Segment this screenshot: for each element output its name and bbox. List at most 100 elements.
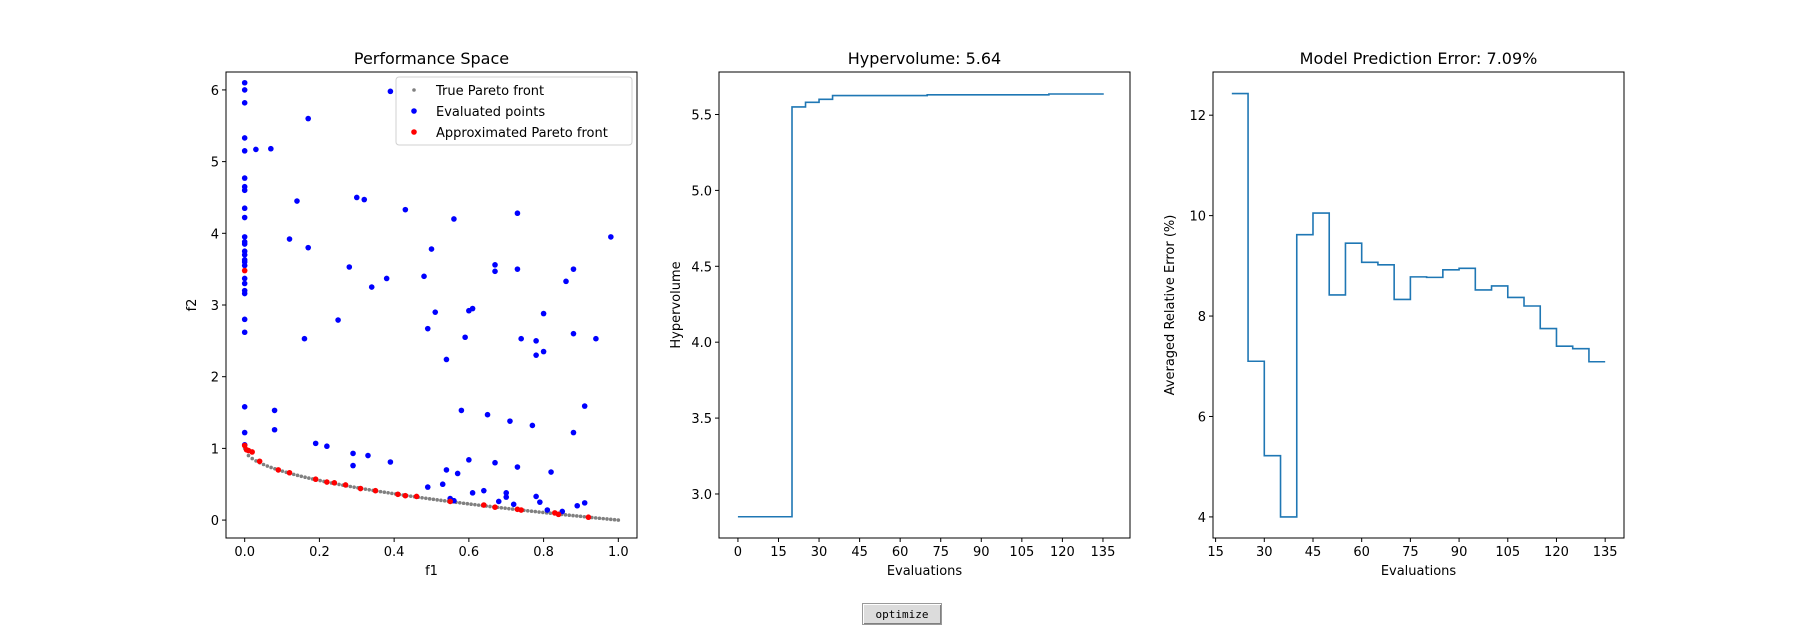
- evaluated-point: [466, 457, 472, 463]
- model_error-title: Model Prediction Error: 7.09%: [1300, 49, 1538, 68]
- performance-xtick-label: 0.8: [533, 545, 554, 560]
- true-pareto-point: [280, 469, 285, 473]
- evaluated-point: [241, 252, 248, 258]
- legend-marker: [411, 129, 417, 135]
- true-pareto-point: [541, 510, 545, 515]
- approx-pareto-point: [249, 449, 255, 455]
- evaluated-point: [241, 404, 248, 410]
- evaluated-point: [294, 198, 300, 204]
- optimize-button[interactable]: optimize: [862, 603, 942, 625]
- true-pareto-point: [269, 465, 273, 470]
- approx-pareto-point: [342, 482, 349, 488]
- true-pareto-point: [608, 517, 613, 522]
- performance-title: Performance Space: [354, 49, 509, 68]
- evaluated-point: [518, 335, 524, 342]
- true-pareto-point: [612, 517, 617, 522]
- hypervolume-xtick-label: 45: [851, 545, 868, 560]
- evaluated-point: [241, 205, 248, 212]
- evaluated-point: [581, 403, 588, 409]
- true-pareto-point: [473, 502, 477, 507]
- evaluated-point: [324, 443, 330, 450]
- true-pareto-point: [390, 491, 394, 496]
- true-pareto-point: [435, 498, 439, 502]
- evaluated-point: [268, 145, 274, 152]
- evaluated-point: [469, 490, 476, 496]
- evaluated-point: [451, 216, 457, 222]
- legend-label: Evaluated points: [436, 105, 545, 120]
- true-pareto-point: [578, 514, 583, 519]
- true-pareto-point: [465, 501, 470, 506]
- hypervolume-title: Hypervolume: 5.64: [848, 49, 1001, 68]
- true-pareto-point: [499, 506, 504, 510]
- evaluated-point: [507, 418, 513, 424]
- evaluated-point: [241, 262, 248, 269]
- hypervolume-xtick-label: 30: [811, 545, 828, 560]
- approx-pareto-point: [331, 479, 338, 486]
- performance-xtick-label: 0.2: [309, 545, 330, 560]
- evaluated-point: [593, 335, 599, 342]
- evaluated-point: [514, 464, 521, 470]
- model_error-ytick-label: 8: [1198, 310, 1206, 325]
- model_error-ytick-label: 6: [1198, 410, 1206, 425]
- true-pareto-point: [582, 514, 587, 519]
- hypervolume-ytick-label: 4.0: [691, 336, 712, 351]
- evaluated-point: [350, 450, 356, 457]
- performance-xlabel: f1: [425, 564, 438, 579]
- legend-label: Approximated Pareto front: [436, 126, 608, 141]
- true-pareto-point: [525, 508, 530, 513]
- approx-pareto-point: [402, 492, 409, 499]
- performance-xtick-label: 1.0: [608, 545, 629, 560]
- evaluated-point: [424, 484, 431, 490]
- hypervolume-xtick-label: 135: [1091, 545, 1116, 560]
- hypervolume-ytick-label: 4.5: [691, 260, 712, 275]
- evaluated-point: [432, 309, 439, 315]
- evaluated-point: [443, 356, 450, 363]
- hypervolume-xtick-label: 60: [892, 545, 909, 560]
- approx-pareto-point: [492, 504, 498, 510]
- evaluated-point: [271, 407, 278, 414]
- true-pareto-point: [488, 504, 492, 509]
- model_error-ytick-label: 4: [1198, 511, 1206, 526]
- evaluated-point: [529, 422, 536, 429]
- evaluated-point: [481, 487, 487, 494]
- true-pareto-point: [246, 453, 251, 458]
- hypervolume-xtick-label: 90: [973, 545, 990, 560]
- approx-pareto-point: [585, 514, 592, 521]
- true-pareto-point: [529, 509, 534, 513]
- evaluated-point: [533, 338, 539, 344]
- evaluated-point: [241, 214, 248, 221]
- true-pareto-point: [265, 464, 270, 468]
- model_error-line: [1231, 92, 1606, 518]
- model_error-xtick-label: 30: [1256, 545, 1273, 560]
- evaluated-point: [241, 234, 248, 240]
- true-pareto-point: [503, 506, 507, 511]
- performance-ytick-label: 2: [211, 371, 219, 386]
- evaluated-point: [492, 459, 498, 466]
- approx-pareto-point: [357, 485, 364, 492]
- evaluated-point: [241, 135, 248, 141]
- evaluated-point: [533, 493, 539, 500]
- evaluated-point: [503, 490, 510, 496]
- true-pareto-point: [295, 473, 300, 478]
- evaluated-point: [241, 148, 248, 154]
- model_error-ytick-label: 12: [1189, 109, 1206, 124]
- true-pareto-point: [563, 513, 568, 517]
- evaluated-point: [241, 175, 248, 181]
- evaluated-point: [241, 290, 248, 297]
- model_error-xlabel: Evaluations: [1381, 564, 1457, 579]
- true-pareto-point: [533, 509, 538, 514]
- true-pareto-point: [348, 484, 353, 489]
- true-pareto-point: [367, 487, 372, 492]
- true-pareto-point: [510, 507, 515, 511]
- true-pareto-point: [537, 510, 541, 514]
- evaluated-point: [510, 501, 517, 508]
- true-pareto-point: [431, 497, 436, 502]
- performance-ytick-label: 4: [211, 227, 219, 242]
- true-pareto-point: [420, 495, 424, 500]
- evaluated-point: [241, 187, 248, 194]
- evaluated-point: [484, 411, 491, 418]
- evaluated-point: [271, 426, 278, 433]
- evaluated-point: [241, 275, 248, 282]
- true-pareto-point: [378, 489, 383, 494]
